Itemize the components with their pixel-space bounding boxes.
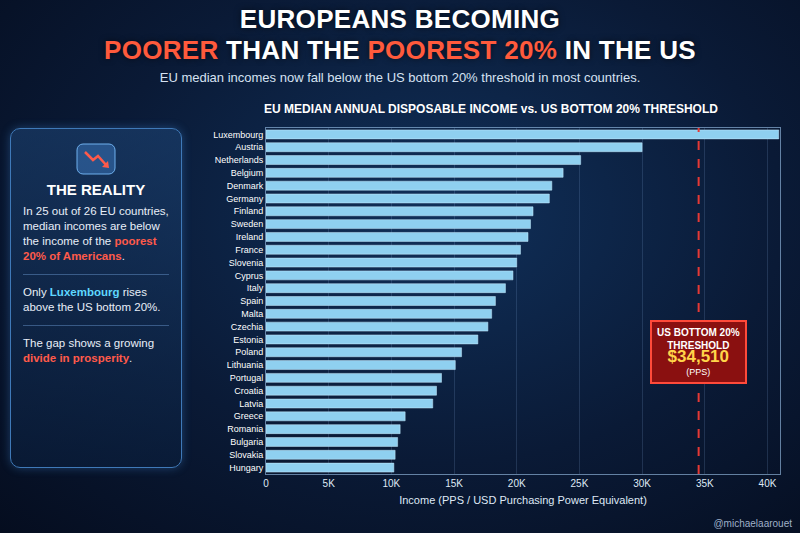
svg-text:Poland: Poland (235, 347, 263, 357)
svg-text:Luxembourg: Luxembourg (213, 130, 263, 140)
svg-text:Austria: Austria (235, 142, 263, 152)
svg-text:Slovakia: Slovakia (229, 450, 263, 460)
svg-text:France: France (235, 245, 263, 255)
svg-text:Slovenia: Slovenia (229, 258, 264, 268)
svg-text:15K: 15K (445, 478, 463, 489)
html-text:In 25 out of 26 EU countries,: In 25 out of 26 EU countries, median inc… (23, 205, 169, 262)
html-text:THE REALITY: THE REALITY (46, 181, 146, 198)
html-text:EU median incomes now fall bel: EU median incomes now fall below the US … (159, 70, 641, 85)
svg-text:10K: 10K (382, 478, 400, 489)
svg-text:EU MEDIAN ANNUAL DISPOSABLE IN: EU MEDIAN ANNUAL DISPOSABLE INCOME vs. U… (264, 102, 718, 116)
html-text:POORER THAN THE POOREST 20% IN: POORER THAN THE POOREST 20% IN THE US (104, 35, 696, 65)
svg-text:0: 0 (263, 478, 269, 489)
svg-text:Netherlands: Netherlands (215, 155, 264, 165)
svg-text:Greece: Greece (234, 411, 264, 421)
svg-text:30K: 30K (633, 478, 651, 489)
svg-text:Romania: Romania (227, 424, 263, 434)
svg-text:Italy: Italy (247, 283, 264, 293)
svg-text:Malta: Malta (241, 309, 263, 319)
svg-text:25K: 25K (571, 478, 589, 489)
svg-text:Sweden: Sweden (231, 219, 264, 229)
svg-text:Croatia: Croatia (234, 386, 263, 396)
svg-text:Income (PPS / USD Purchasing P: Income (PPS / USD Purchasing Power Equiv… (399, 494, 647, 506)
svg-text:Portugal: Portugal (230, 373, 264, 383)
html-text:divide in prosperity.: divide in prosperity. (23, 352, 133, 364)
svg-text:Spain: Spain (240, 296, 263, 306)
svg-text:40K: 40K (759, 478, 777, 489)
svg-text:Cyprus: Cyprus (235, 271, 264, 281)
svg-text:Finland: Finland (234, 206, 264, 216)
html-text:The gap shows a growing: The gap shows a growing (23, 337, 155, 349)
svg-text:Ireland: Ireland (236, 232, 264, 242)
svg-text:35K: 35K (696, 478, 714, 489)
svg-text:20K: 20K (508, 478, 526, 489)
svg-text:Germany: Germany (226, 194, 264, 204)
html-text:EUROPEANS BECOMING: EUROPEANS BECOMING (239, 4, 561, 34)
html-text:Only Luxembourg rises above th: Only Luxembourg rises above the US botto… (23, 286, 161, 313)
svg-text:Estonia: Estonia (233, 335, 263, 345)
svg-text:Hungary: Hungary (229, 463, 264, 473)
svg-text:US BOTTOM 20%THRESHOLD$34,510(: US BOTTOM 20%THRESHOLD$34,510(PPS) (657, 327, 740, 377)
svg-text:Belgium: Belgium (231, 168, 264, 178)
svg-text:Denmark: Denmark (227, 181, 264, 191)
html-text:@michaelaarouet: @michaelaarouet (713, 518, 792, 529)
svg-text:5K: 5K (323, 478, 336, 489)
svg-text:Lithuania: Lithuania (227, 360, 264, 370)
svg-text:Czechia: Czechia (231, 322, 264, 332)
svg-text:Latvia: Latvia (239, 399, 263, 409)
svg-text:Bulgaria: Bulgaria (230, 437, 263, 447)
